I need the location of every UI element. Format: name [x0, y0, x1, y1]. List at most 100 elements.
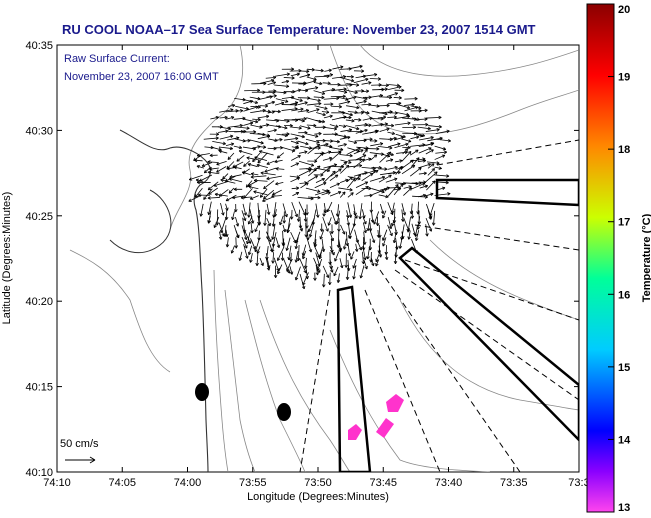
- current-vector: [203, 188, 213, 200]
- current-vector: [378, 87, 388, 92]
- scale-arrow: [65, 456, 96, 464]
- sst-patch: [386, 394, 404, 412]
- current-vector: [300, 182, 309, 189]
- current-label-line1: Raw Surface Current:: [64, 53, 170, 65]
- beam-line: [414, 224, 579, 251]
- current-vector: [362, 95, 372, 100]
- current-vector: [275, 181, 284, 186]
- current-vector: [280, 252, 285, 261]
- current-vector: [393, 96, 402, 100]
- current-vector: [230, 245, 235, 254]
- current-vector: [354, 243, 359, 252]
- current-vector: [289, 209, 294, 220]
- current-vector: [394, 121, 411, 126]
- current-vector: [435, 150, 448, 155]
- x-tick-label: 74:00: [174, 477, 202, 489]
- current-vector: [271, 223, 276, 240]
- current-vector: [329, 151, 342, 162]
- current-vector: [338, 100, 351, 105]
- current-vector: [220, 202, 225, 216]
- current-vector: [364, 137, 373, 142]
- current-vector: [338, 110, 353, 117]
- y-tick-label: 40:35: [25, 40, 53, 52]
- current-vector: [235, 216, 240, 227]
- current-vector: [286, 259, 293, 272]
- current-vector: [321, 150, 332, 155]
- current-vector: [225, 142, 235, 147]
- current-vector: [281, 132, 290, 136]
- current-vector: [434, 154, 446, 160]
- current-vector: [308, 165, 321, 177]
- colorbar-tick-label: 14: [618, 434, 631, 446]
- current-vector: [346, 178, 356, 189]
- current-vector: [315, 68, 324, 73]
- current-vector: [425, 128, 440, 132]
- current-vector: [287, 245, 292, 261]
- current-vector: [425, 192, 434, 197]
- current-vector: [254, 237, 261, 253]
- current-vector: [219, 134, 234, 140]
- current-vector: [352, 258, 357, 269]
- current-vector: [323, 73, 334, 77]
- current-vector: [291, 117, 307, 121]
- y-tick-label: 40:25: [25, 211, 53, 223]
- current-vector: [387, 85, 402, 90]
- current-vector: [273, 109, 281, 114]
- contour-line: [69, 249, 171, 373]
- current-vector: [252, 117, 261, 122]
- current-vectors: [188, 64, 451, 290]
- current-vector: [235, 109, 244, 113]
- current-vector: [299, 224, 304, 232]
- current-vector: [401, 151, 412, 162]
- current-vector: [319, 223, 324, 232]
- current-vector: [342, 238, 347, 250]
- current-vector: [249, 139, 264, 145]
- current-vector: [346, 64, 363, 70]
- current-vector: [262, 196, 274, 203]
- current-vector: [275, 125, 288, 130]
- current-vector: [326, 201, 333, 213]
- current-vector: [290, 162, 300, 168]
- current-vector: [305, 133, 319, 138]
- current-vector: [306, 237, 313, 253]
- current-vector: [425, 149, 434, 155]
- contour-line: [169, 45, 244, 231]
- contour-line: [213, 269, 229, 472]
- current-vector: [353, 77, 369, 84]
- current-vector: [267, 128, 277, 133]
- current-vector: [363, 259, 368, 270]
- colorbar-tick-label: 18: [618, 144, 630, 156]
- current-vector: [362, 110, 370, 115]
- current-vector: [218, 146, 233, 151]
- current-vector: [329, 245, 335, 256]
- current-vector: [379, 151, 392, 163]
- current-vector: [353, 158, 365, 169]
- current-vector: [417, 126, 431, 131]
- current-vector: [306, 123, 317, 128]
- current-vector: [290, 140, 299, 145]
- current-vector: [314, 105, 328, 110]
- beam-line: [394, 269, 579, 401]
- current-vector: [433, 174, 450, 178]
- current-vector: [218, 149, 228, 154]
- current-vector: [274, 72, 290, 77]
- current-vector: [290, 97, 303, 102]
- current-vector: [336, 273, 341, 283]
- current-vector: [427, 210, 432, 220]
- current-vector: [260, 171, 276, 176]
- current-vector: [363, 193, 373, 198]
- current-vector: [338, 124, 347, 128]
- current-vector: [428, 124, 442, 129]
- current-vector: [385, 177, 398, 183]
- current-vector: [329, 190, 342, 197]
- current-vector: [361, 81, 372, 85]
- current-vector: [256, 163, 268, 168]
- y-tick-label: 40:20: [25, 296, 53, 308]
- current-vector: [355, 99, 367, 105]
- current-vector: [243, 244, 249, 259]
- current-vector: [273, 209, 278, 217]
- current-vector: [274, 145, 284, 150]
- current-vector: [285, 237, 291, 251]
- current-vector: [227, 123, 243, 128]
